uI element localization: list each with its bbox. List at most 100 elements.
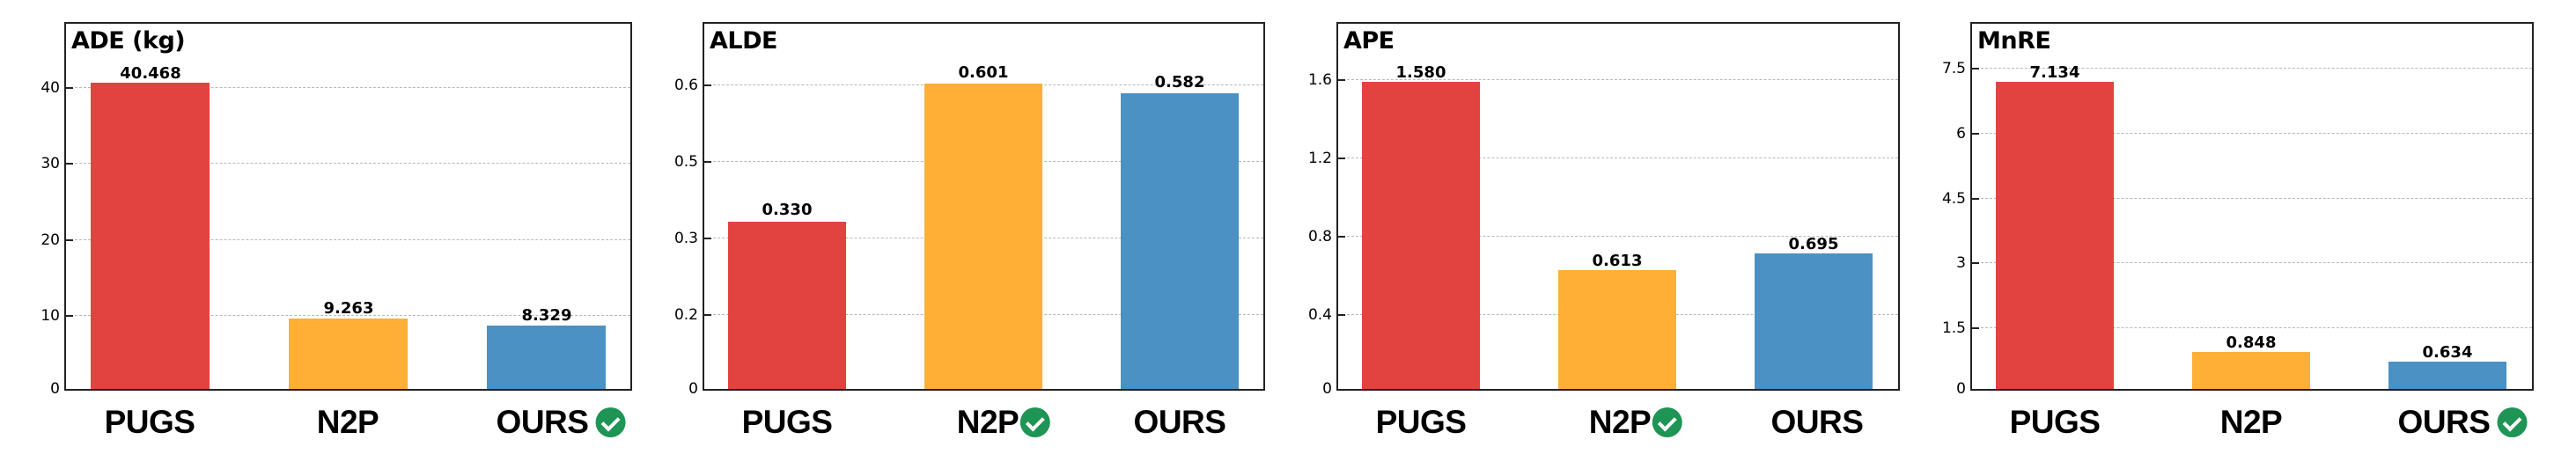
check-icon: [1020, 407, 1051, 437]
x-label-text: N2P: [316, 404, 379, 440]
value-label-ours: 0.582: [1154, 73, 1205, 92]
check-icon: [2497, 407, 2528, 437]
y-tick-label: 0.6: [673, 77, 698, 94]
x-label-text: OURS: [2397, 404, 2491, 440]
value-label-ours: 0.634: [2422, 343, 2473, 362]
y-tick-label: 10: [40, 307, 60, 325]
gridline: [1972, 262, 2532, 263]
y-tick-label: 4.5: [1941, 190, 1966, 208]
chart-title: MnRE: [1977, 27, 2051, 55]
tick-mark: [1338, 158, 1345, 159]
y-tick-label: 40: [40, 79, 60, 97]
x-label-text: N2P: [956, 404, 1019, 440]
x-label-n2p: N2P: [956, 403, 1051, 442]
y-tick-label: 1.6: [1307, 71, 1332, 89]
x-label-pugs: PUGS: [1376, 403, 1467, 442]
tick-mark: [704, 84, 711, 86]
y-tick-label: 0.4: [1307, 306, 1332, 324]
x-label-text: N2P: [2219, 404, 2283, 440]
y-tick-label: 20: [40, 231, 60, 249]
bar-ours: [2388, 362, 2506, 389]
check-icon: [1652, 407, 1683, 437]
y-tick-label: 1.5: [1941, 319, 1966, 337]
chart-panel-ade: 40 30 20 10 0 40.468 9.263 8.329 ADE (kg…: [0, 0, 651, 469]
tick-mark: [1972, 327, 1979, 329]
bar-n2p: [289, 319, 408, 389]
x-label-text: PUGS: [2009, 404, 2101, 440]
x-label-text: PUGS: [104, 404, 195, 440]
gridline: [66, 315, 630, 316]
value-label-pugs: 40.468: [120, 64, 181, 83]
gridline: [1972, 133, 2532, 134]
chart-title: ADE (kg): [71, 27, 186, 55]
bar-pugs: [1996, 82, 2114, 389]
tick-mark: [1338, 79, 1345, 81]
bar-pugs: [91, 83, 210, 389]
y-tick-label: 0.8: [1307, 228, 1332, 245]
x-label-text: OURS: [496, 404, 589, 440]
gridline: [1972, 327, 2532, 328]
value-label-ours: 8.329: [521, 306, 572, 325]
plot-area: 40 30 20 10 0 40.468 9.263 8.329 ADE (kg…: [40, 22, 632, 398]
value-label-n2p: 0.848: [2226, 333, 2277, 352]
tick-mark: [704, 238, 711, 239]
x-label-text: N2P: [1588, 404, 1652, 440]
chart-panel-ape: 1.6 1.2 0.8 0.4 0 1.580 0.613 0.695 APE …: [0, 0, 1928, 469]
gridline: [1338, 79, 1898, 80]
x-label-n2p: N2P: [1588, 403, 1683, 442]
tick-mark: [66, 163, 73, 165]
x-label-pugs: PUGS: [742, 403, 833, 442]
y-tick-label: 30: [40, 155, 60, 172]
x-label-text: OURS: [1770, 404, 1864, 440]
tick-mark: [1338, 236, 1345, 238]
bar-n2p: [924, 84, 1042, 389]
x-label-pugs: PUGS: [2010, 403, 2101, 442]
x-label-text: PUGS: [1375, 404, 1467, 440]
x-label-n2p: N2P: [2219, 403, 2283, 442]
x-label-ours: OURS: [497, 403, 626, 442]
y-tick-label: 0.5: [673, 153, 698, 171]
tick-mark: [1972, 262, 1979, 264]
gridline: [66, 163, 630, 164]
y-tick-label: 1.2: [1307, 150, 1332, 167]
x-label-pugs: PUGS: [105, 403, 195, 442]
y-tick-label: 0.3: [673, 230, 698, 247]
x-label-ours: OURS: [1771, 403, 1864, 442]
y-tick-label: 0: [1956, 380, 1966, 398]
y-tick-label: 6: [1956, 125, 1966, 143]
tick-mark: [66, 239, 73, 241]
gridline: [1972, 198, 2532, 199]
tick-mark: [1972, 68, 1979, 70]
value-label-ours: 0.695: [1788, 235, 1839, 253]
plot-area: 0.6 0.5 0.3 0.2 0 0.330 0.601 0.582 ALDE: [674, 22, 1265, 398]
check-icon: [595, 407, 626, 437]
value-label-pugs: 0.330: [762, 201, 813, 219]
bar-n2p: [1558, 270, 1676, 389]
value-label-n2p: 0.613: [1592, 252, 1643, 270]
chart-title: APE: [1343, 27, 1395, 55]
x-label-text: OURS: [1133, 404, 1226, 440]
tick-mark: [704, 314, 711, 316]
y-tick-label: 0: [688, 380, 698, 398]
tick-mark: [1972, 198, 1979, 200]
bar-ours: [487, 326, 606, 389]
tick-mark: [1338, 314, 1345, 316]
x-label-text: PUGS: [741, 404, 833, 440]
gridline: [66, 239, 630, 240]
bar-n2p: [2192, 352, 2310, 389]
gridline: [1338, 236, 1898, 237]
x-label-n2p: N2P: [317, 403, 379, 442]
plot-area: 1.6 1.2 0.8 0.4 0 1.580 0.613 0.695 APE: [1308, 22, 1900, 398]
y-tick-label: 3: [1956, 254, 1966, 272]
value-label-pugs: 7.134: [2029, 63, 2080, 82]
value-label-n2p: 0.601: [958, 63, 1009, 82]
tick-mark: [704, 161, 711, 163]
chart-title: ALDE: [710, 27, 777, 55]
y-tick-label: 0.2: [673, 306, 698, 324]
y-tick-label: 7.5: [1941, 60, 1966, 77]
bar-ours: [1121, 93, 1239, 389]
y-tick-label: 0: [1322, 380, 1332, 398]
x-label-ours: OURS: [1134, 403, 1226, 442]
plot-area: 7.5 6 4.5 3 1.5 0 7.134 0.848 0.634 MnRE: [1942, 22, 2534, 398]
